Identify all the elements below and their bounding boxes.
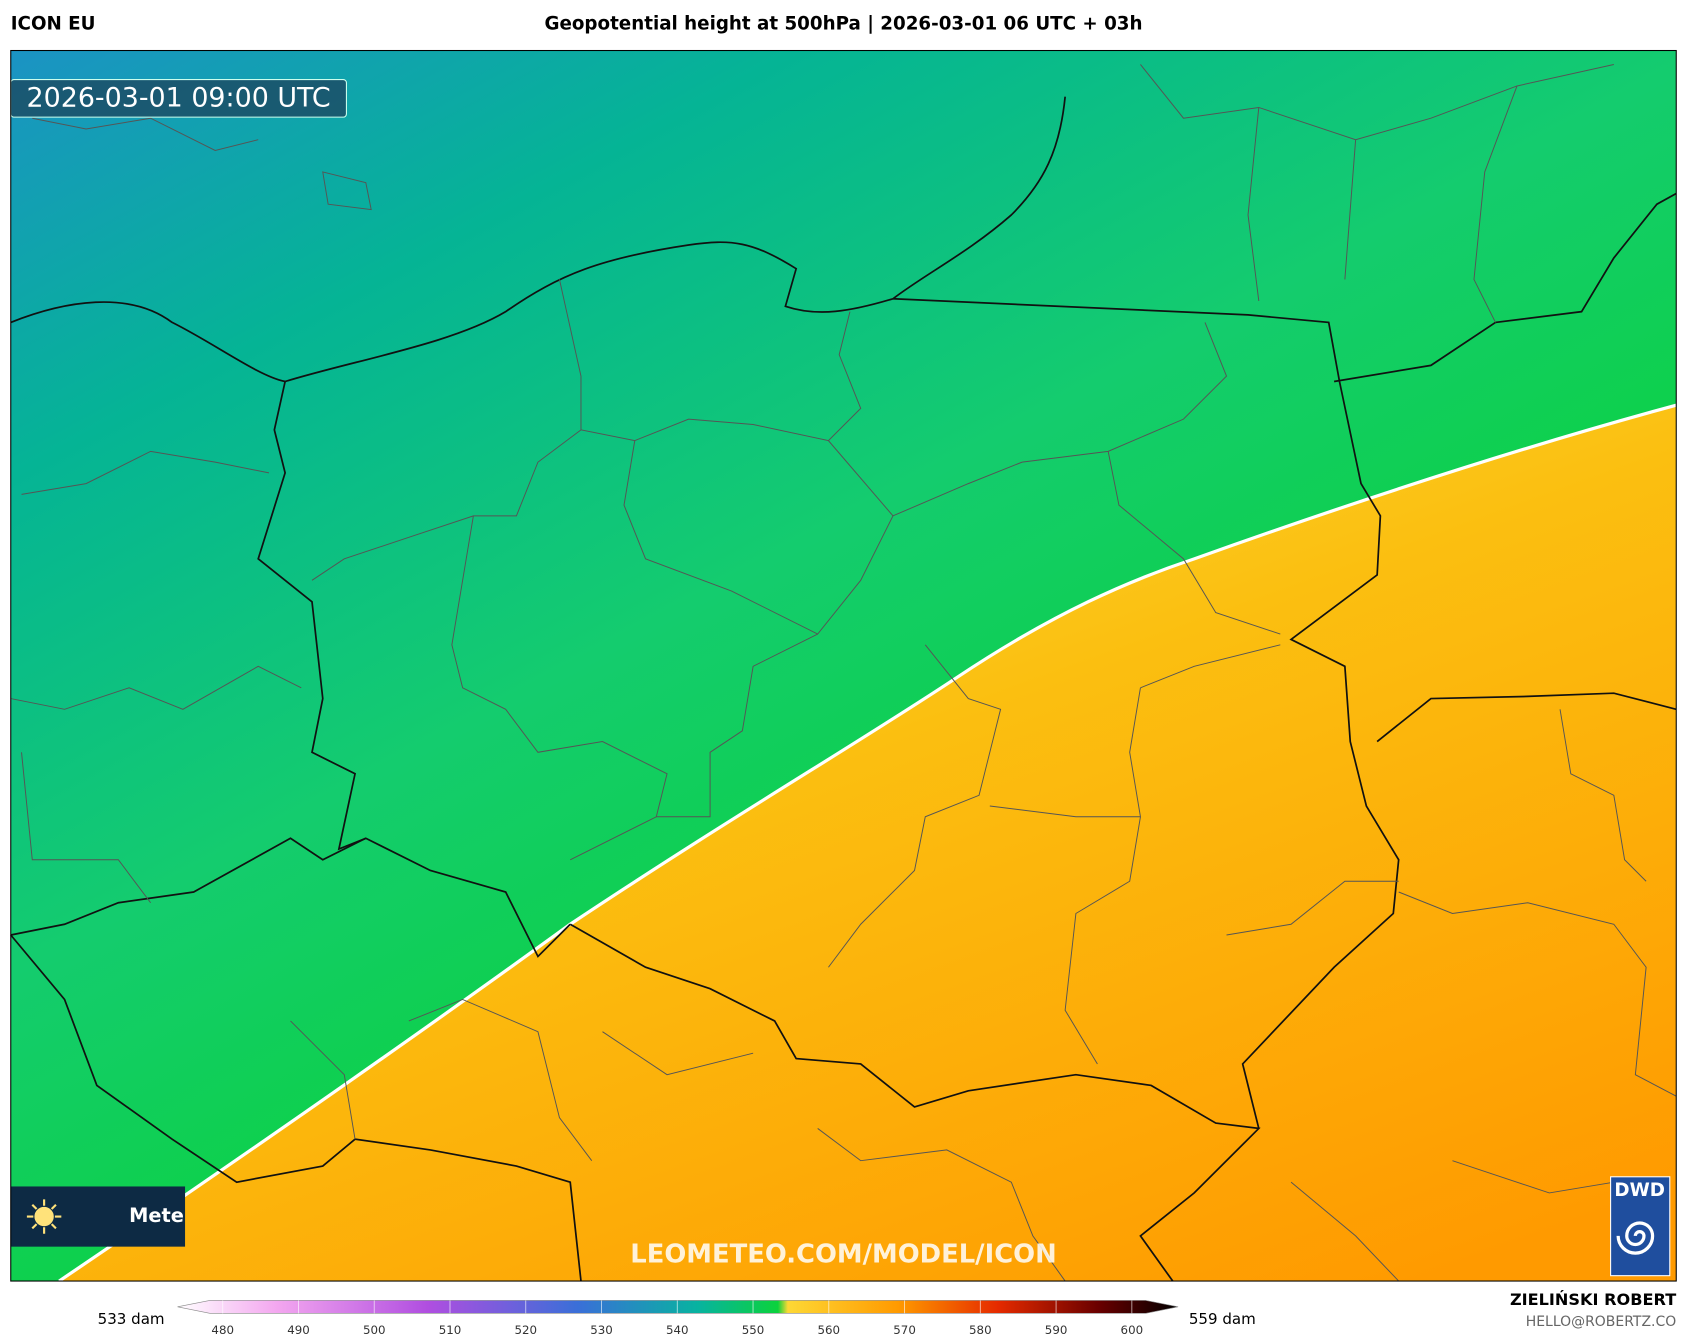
colorbar-tick-label: 510 (439, 1323, 462, 1337)
colorbar-tick-label: 480 (211, 1323, 234, 1337)
colorbar-tick-label: 500 (363, 1323, 386, 1337)
colorbar-tick-label: 590 (1045, 1323, 1068, 1337)
sun-icon (26, 1199, 62, 1234)
valid-time: 2026-03-01 09:00 UTC (27, 82, 331, 113)
colorbar-tick-label: 550 (742, 1323, 765, 1337)
colorbar-tick-label: 570 (893, 1323, 916, 1337)
map-field (10, 50, 1677, 1283)
colorbar-tick-label: 490 (287, 1323, 310, 1337)
badge-text: Mete (129, 1204, 184, 1227)
colorbar-gradient (177, 1300, 1179, 1314)
colorbar-tick-label: 600 (1121, 1323, 1144, 1337)
colorbar-tick-label: 580 (969, 1323, 992, 1337)
map-frame (10, 49, 1677, 1282)
author: ZIELIŃSKI ROBERT (1510, 1290, 1676, 1309)
contact: HELLO@ROBERTZ.CO (1526, 1314, 1677, 1330)
colorbar-tick-label: 520 (514, 1323, 537, 1337)
dwd-text: DWD (1614, 1180, 1665, 1201)
dwd-swirl (1616, 1221, 1655, 1255)
colorbar-tick-label: 540 (666, 1323, 689, 1337)
colorbar-tick-label: 530 (590, 1323, 613, 1337)
dwd-logo (1610, 1176, 1671, 1277)
colorbar: 480 490 500 510 520 530 540 550 560 570 580 590 600 (177, 1300, 1179, 1337)
model-name: ICON EU (11, 14, 96, 35)
map-title: Geopotential height at 500hPa | 2026-03-… (544, 14, 1142, 35)
colorbar-tick-label: 560 (818, 1323, 841, 1337)
watermark: LEOMETEO.COM/MODEL/ICON (630, 1240, 1056, 1270)
contour-550 (58, 403, 1677, 1283)
colorbar-min: 533 dam (98, 1310, 165, 1328)
colorbar-max: 559 dam (1189, 1310, 1256, 1328)
